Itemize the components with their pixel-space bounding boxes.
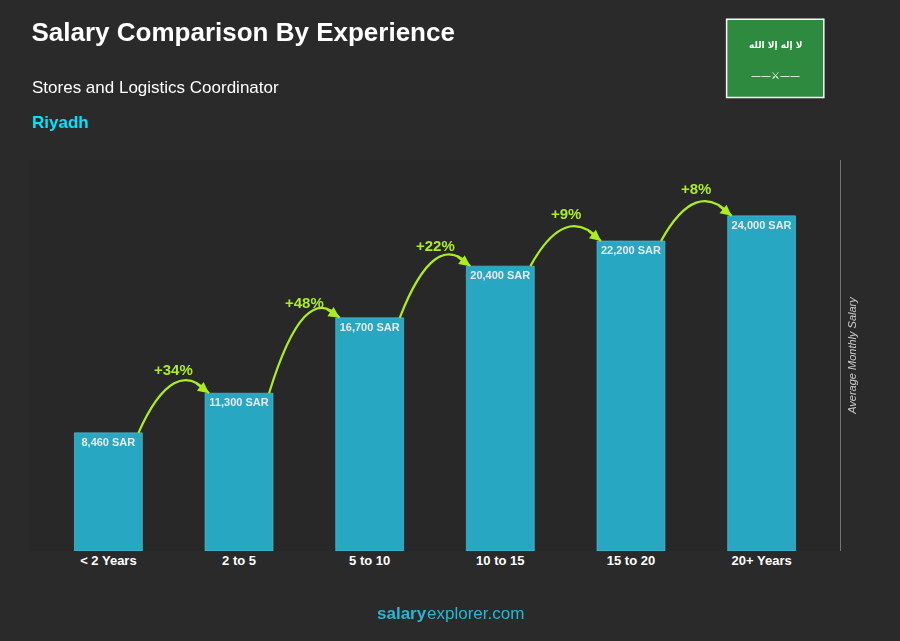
svg-text:24,000 SAR: 24,000 SAR <box>732 219 792 231</box>
svg-text:15 to 20: 15 to 20 <box>607 553 655 568</box>
svg-text:20,400 SAR: 20,400 SAR <box>470 269 530 281</box>
svg-text:8,460 SAR: 8,460 SAR <box>81 436 135 448</box>
svg-text:salary: salary <box>377 604 427 623</box>
svg-text:——⚔——: ——⚔—— <box>751 70 800 81</box>
svg-text:+9%: +9% <box>551 205 581 222</box>
svg-text:22,200 SAR: 22,200 SAR <box>601 244 661 256</box>
svg-text:10 to 15: 10 to 15 <box>476 553 524 568</box>
svg-text:20+ Years: 20+ Years <box>732 553 792 568</box>
svg-text:5 to 10: 5 to 10 <box>349 553 390 568</box>
svg-text:11,300 SAR: 11,300 SAR <box>209 396 268 408</box>
svg-text:Salary Comparison By Experienc: Salary Comparison By Experience <box>32 17 455 47</box>
svg-text:+22%: +22% <box>416 237 455 254</box>
svg-text:Average Monthly Salary: Average Monthly Salary <box>846 296 858 415</box>
svg-text:explorer.com: explorer.com <box>427 604 524 623</box>
svg-text:< 2 Years: < 2 Years <box>80 553 137 568</box>
svg-text:16,700 SAR: 16,700 SAR <box>340 321 400 333</box>
svg-text:2 to 5: 2 to 5 <box>222 553 256 568</box>
svg-text:لا إله إلا الله: لا إله إلا الله <box>749 40 802 50</box>
svg-text:+8%: +8% <box>681 180 711 197</box>
svg-text:Riyadh: Riyadh <box>32 113 89 132</box>
svg-text:Stores and Logistics Coordinat: Stores and Logistics Coordinator <box>32 78 279 97</box>
svg-text:+34%: +34% <box>154 361 193 378</box>
svg-text:+48%: +48% <box>285 294 324 311</box>
